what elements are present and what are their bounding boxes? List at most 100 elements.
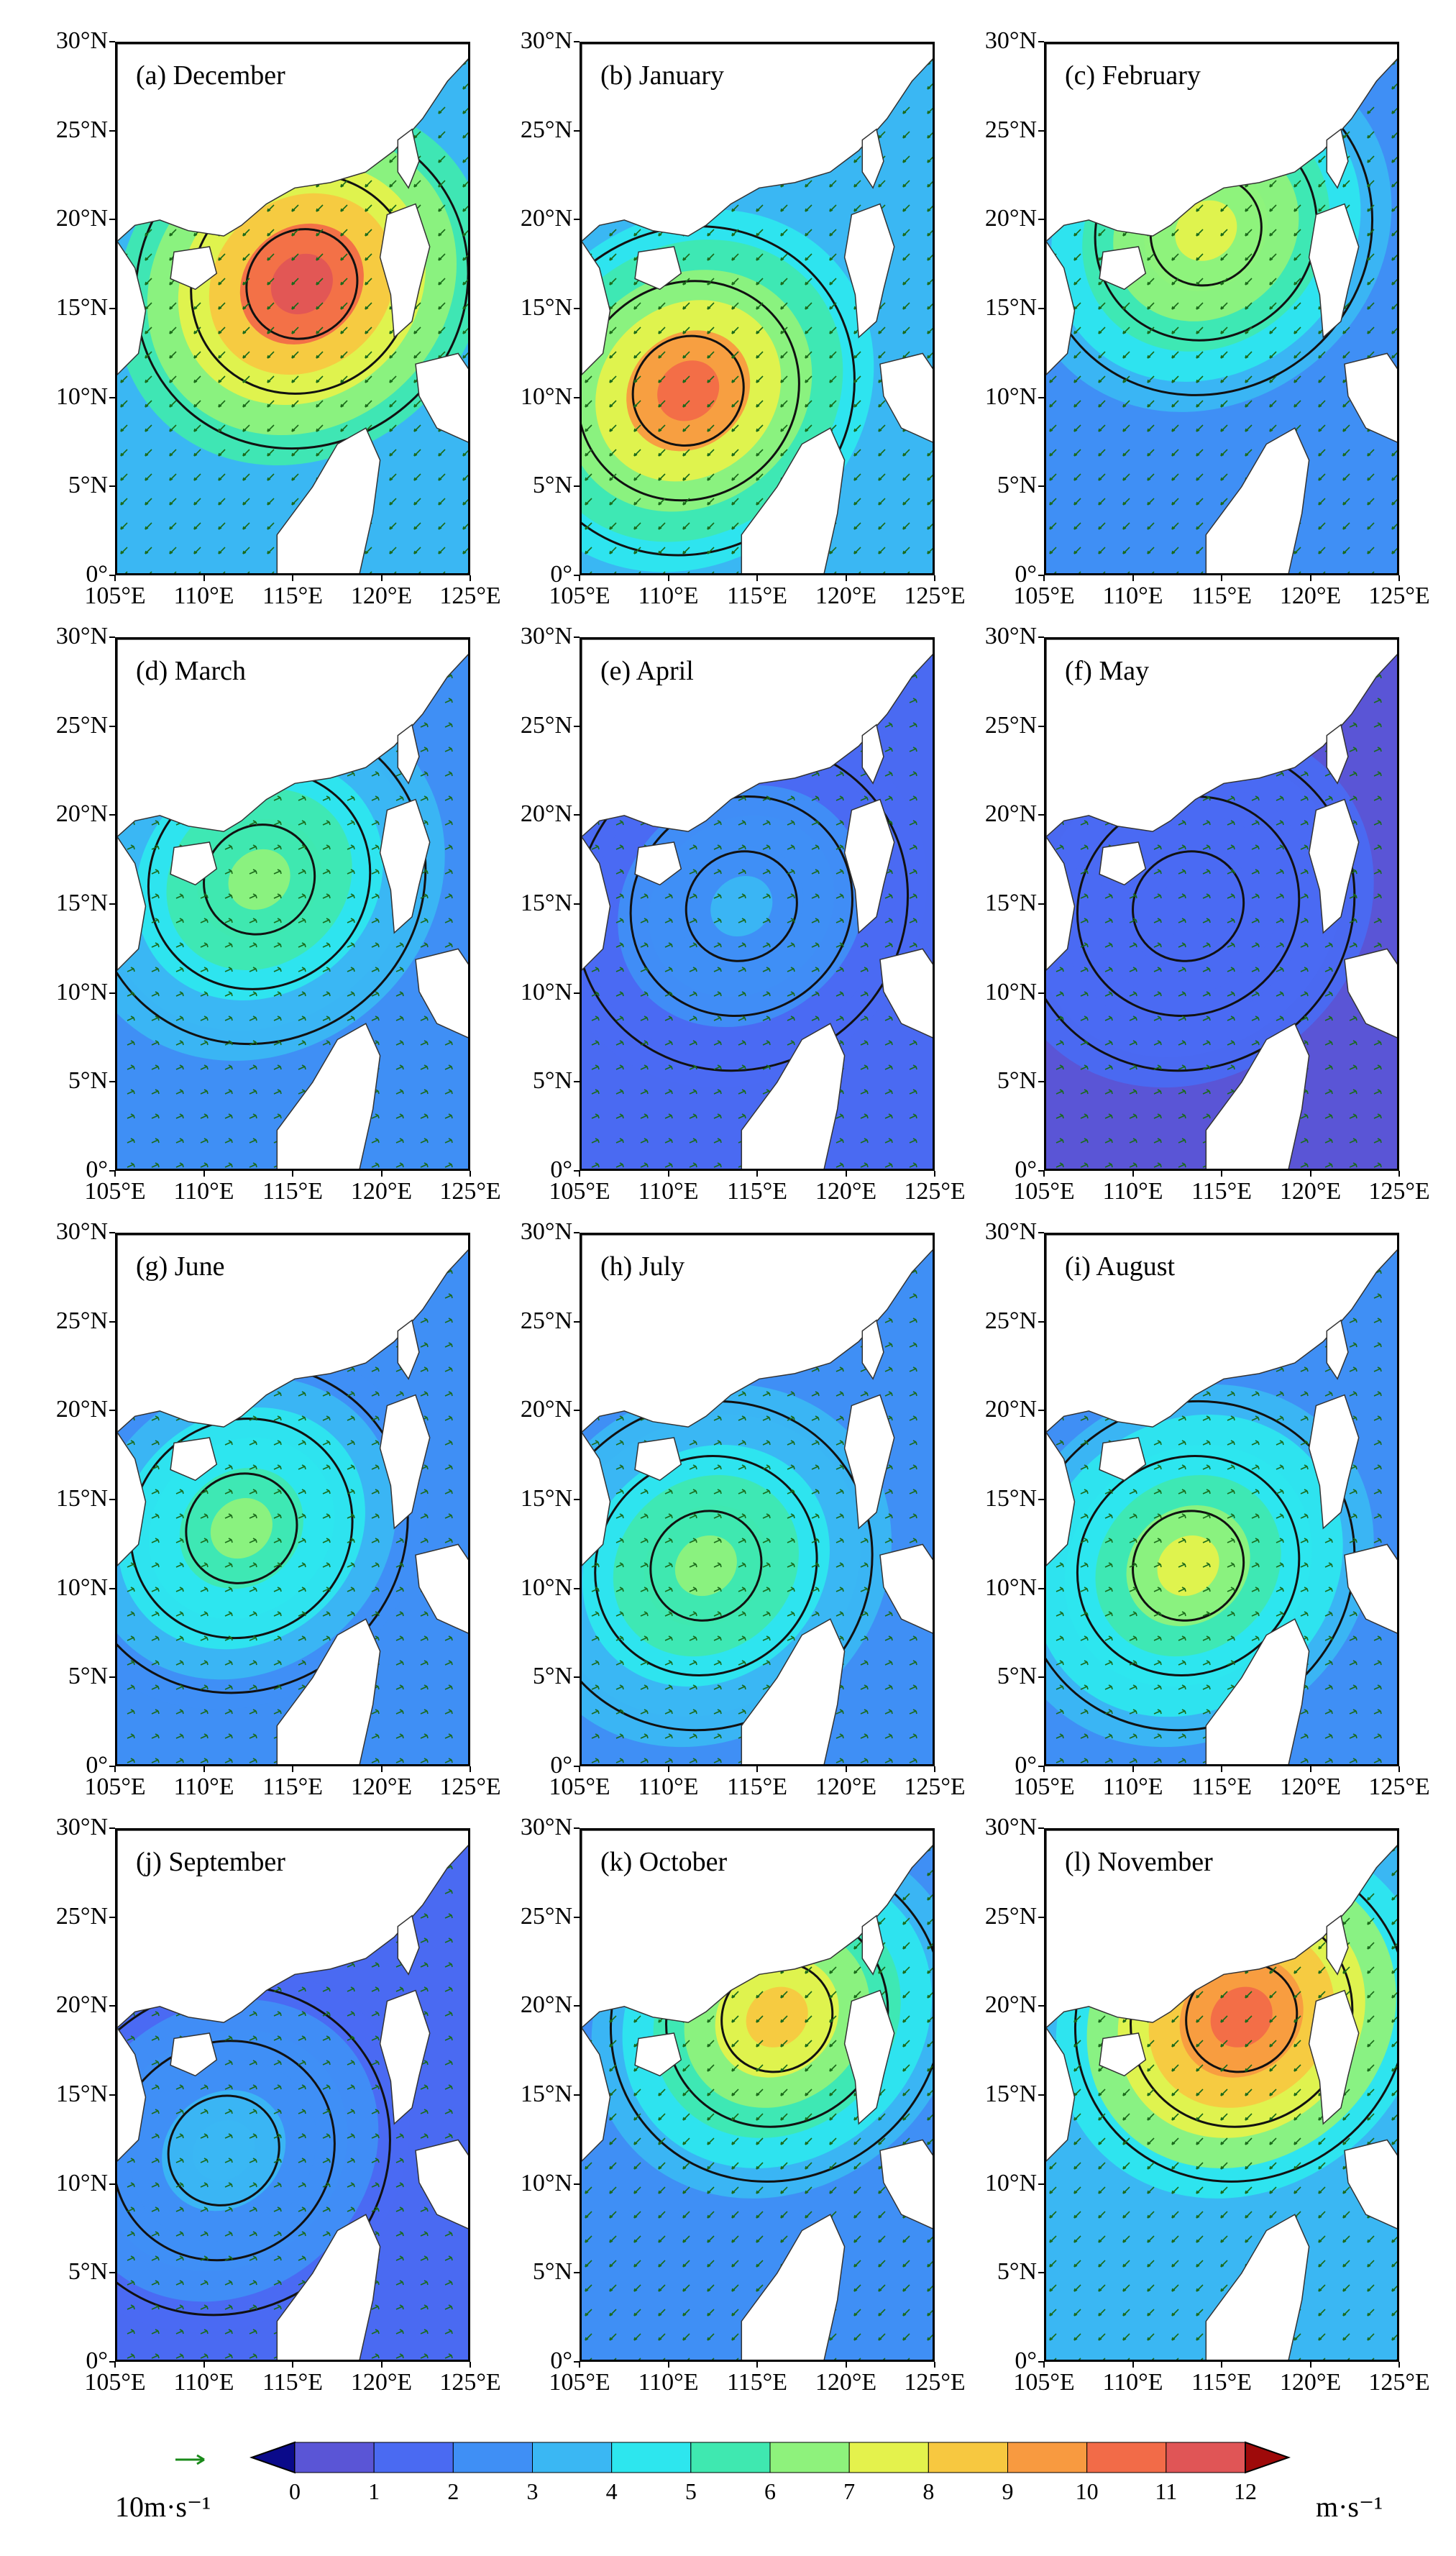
colorbar-units-label: m·s⁻¹ <box>1316 2491 1383 2523</box>
x-tick-mark <box>667 1171 669 1177</box>
y-tick-label: 25°N <box>984 1307 1037 1334</box>
y-tick-label: 20°N <box>55 205 108 232</box>
y-tick-mark <box>109 2094 115 2096</box>
y-tick-label: 15°N <box>984 2081 1037 2107</box>
y-tick-label: 30°N <box>55 1814 108 1840</box>
x-tick-label: 105°E <box>549 1774 610 1800</box>
speed-band <box>1175 200 1237 261</box>
y-tick-label: 10°N <box>55 1574 108 1601</box>
x-tick-mark <box>934 2362 935 2368</box>
y-tick-label: 10°N <box>55 2169 108 2196</box>
y-tick-mark <box>1038 1587 1044 1589</box>
contour-line <box>1076 1455 1301 1677</box>
x-tick-label: 125°E <box>439 583 501 609</box>
y-tick-mark <box>574 308 580 309</box>
y-tick-label: 30°N <box>520 623 572 649</box>
colorbar-segment <box>294 2442 375 2473</box>
colorbar-tick-label: 9 <box>1002 2478 1014 2504</box>
colorbar-tick-label: 1 <box>368 2478 380 2504</box>
colorbar-over-arrow <box>1245 2441 1291 2474</box>
x-tick-mark <box>292 2362 293 2368</box>
y-tick-mark <box>109 725 115 727</box>
x-tick-mark <box>292 575 293 581</box>
y-tick-label: 15°N <box>984 890 1037 916</box>
y-tick-label: 5°N <box>532 2258 572 2286</box>
x-tick-mark <box>114 2362 116 2368</box>
y-tick-label: 5°N <box>997 1663 1037 1690</box>
y-tick-mark <box>574 129 580 132</box>
y-tick-mark <box>109 1827 115 1829</box>
y-tick-label: 20°N <box>55 800 108 828</box>
y-tick-label: 5°N <box>532 1067 572 1095</box>
y-tick-mark <box>574 1676 580 1679</box>
y-tick-mark <box>574 41 580 42</box>
y-tick-mark <box>574 814 580 816</box>
y-tick-label: 0° <box>1015 2347 1037 2374</box>
y-tick-mark <box>109 1676 115 1679</box>
x-tick-label: 110°E <box>173 583 234 609</box>
contour-line <box>185 1472 298 1584</box>
y-tick-mark <box>1038 485 1044 488</box>
y-tick-label: 30°N <box>55 27 108 54</box>
x-tick-mark <box>845 1766 847 1772</box>
y-tick-label: 10°N <box>520 2169 572 2196</box>
y-tick-mark <box>1038 1170 1044 1172</box>
y-tick-label: 15°N <box>520 890 572 916</box>
map-panel: (d) March <box>115 637 470 1171</box>
y-tick-label: 25°N <box>984 116 1037 143</box>
y-tick-label: 0° <box>550 1752 572 1779</box>
y-tick-label: 0° <box>86 2347 108 2374</box>
x-tick-mark <box>579 575 580 581</box>
contour-line <box>167 2094 280 2206</box>
y-tick-mark <box>109 1320 115 1323</box>
y-tick-mark <box>1038 903 1044 905</box>
x-tick-mark <box>579 1766 580 1772</box>
colorbar-tick-label: 4 <box>605 2478 618 2504</box>
y-tick-mark <box>1038 41 1044 42</box>
contour-line <box>684 850 798 962</box>
x-tick-mark <box>1398 2362 1400 2368</box>
x-tick-label: 125°E <box>1368 2369 1430 2396</box>
x-tick-mark <box>203 575 205 581</box>
contour-line <box>631 334 745 447</box>
speed-band <box>746 1986 808 2048</box>
x-tick-mark <box>579 1171 580 1177</box>
x-tick-mark <box>470 1766 471 1772</box>
colorbar-segment <box>532 2442 613 2473</box>
y-tick-label: 10°N <box>55 383 108 410</box>
y-tick-label: 20°N <box>55 1991 108 2019</box>
x-tick-mark <box>756 2362 758 2368</box>
y-tick-mark <box>574 636 580 638</box>
panel-title: (f) May <box>1065 656 1150 686</box>
x-tick-label: 110°E <box>1102 583 1163 609</box>
y-tick-label: 10°N <box>984 383 1037 410</box>
x-tick-label: 110°E <box>173 2369 234 2396</box>
land-mask <box>582 44 933 573</box>
y-tick-mark <box>109 1916 115 1918</box>
panel-title: (b) January <box>600 60 724 91</box>
y-tick-mark <box>1038 2094 1044 2096</box>
x-tick-mark <box>1043 575 1045 581</box>
x-tick-label: 120°E <box>1279 583 1342 609</box>
x-tick-label: 110°E <box>638 1178 699 1205</box>
x-tick-label: 105°E <box>84 1774 146 1800</box>
colorbar-tick-label: 8 <box>922 2478 935 2504</box>
y-tick-label: 15°N <box>55 2081 108 2107</box>
x-tick-mark <box>845 575 847 581</box>
map-panel: (j) September <box>115 1828 470 2362</box>
colorbar-under-arrow <box>249 2441 296 2474</box>
contour-line <box>129 1418 354 1640</box>
x-tick-label: 110°E <box>638 583 699 609</box>
y-tick-mark <box>109 308 115 309</box>
x-tick-mark <box>292 1171 293 1177</box>
y-tick-label: 0° <box>86 1752 108 1779</box>
x-tick-label: 115°E <box>262 1774 324 1800</box>
y-tick-label: 30°N <box>984 1814 1037 1840</box>
x-tick-mark <box>203 1766 205 1772</box>
wind-speed-field <box>582 44 933 573</box>
x-tick-mark <box>934 575 935 581</box>
panel-title: (h) July <box>600 1251 685 1282</box>
y-tick-label: 15°N <box>984 294 1037 321</box>
x-tick-mark <box>579 2362 580 2368</box>
